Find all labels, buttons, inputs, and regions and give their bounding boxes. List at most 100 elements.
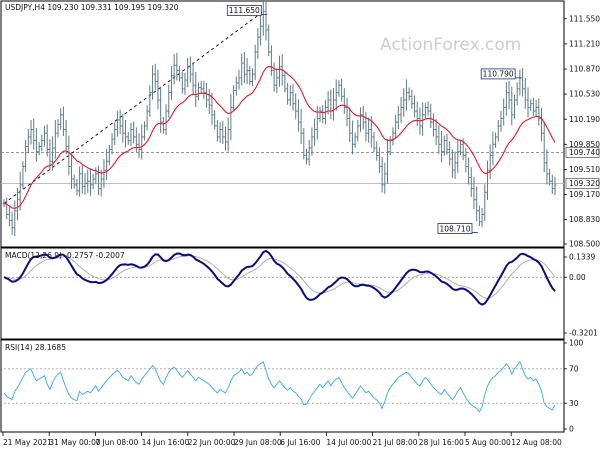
price-y-tick: 111.210 bbox=[564, 39, 600, 48]
price-y-tick: 109.170 bbox=[564, 190, 600, 199]
price-bar bbox=[124, 119, 127, 148]
price-bar bbox=[548, 168, 551, 186]
price-bar bbox=[283, 71, 287, 93]
price-bar bbox=[432, 113, 435, 137]
macd-y-tick: 0.00 bbox=[564, 273, 586, 282]
price-bar bbox=[345, 97, 349, 127]
x-tick-label: 22 Jun 00:00 bbox=[188, 438, 236, 447]
price-bar bbox=[143, 121, 146, 141]
price-bar bbox=[197, 82, 200, 101]
price-bar bbox=[156, 69, 160, 110]
price-bar bbox=[286, 83, 289, 105]
annotation-box bbox=[226, 4, 262, 16]
price-bar bbox=[189, 56, 192, 83]
price-bar bbox=[397, 105, 400, 130]
price-bar bbox=[367, 117, 370, 143]
price-bar bbox=[140, 124, 144, 160]
watermark: ActionForex.com bbox=[380, 35, 521, 55]
price-bar bbox=[407, 87, 411, 101]
price-bar bbox=[251, 68, 254, 87]
annotation-label: 108.710 bbox=[439, 224, 470, 233]
rsi-y-tick-label: 30 bbox=[569, 399, 579, 408]
x-tick-label: 5 Aug 00:00 bbox=[465, 438, 511, 447]
price-bar bbox=[234, 76, 238, 96]
rsi-y-tick: 30 bbox=[564, 399, 579, 408]
price-bar bbox=[167, 84, 171, 118]
price-bar bbox=[415, 101, 419, 127]
macd-panel-frame bbox=[0, 247, 565, 340]
price-y-tick-label: 111.550 bbox=[569, 14, 600, 23]
price-bar bbox=[353, 132, 357, 148]
price-bar bbox=[499, 111, 503, 132]
price-bar bbox=[451, 149, 454, 178]
price-bar bbox=[480, 207, 484, 228]
price-bar bbox=[102, 159, 106, 188]
price-bar bbox=[456, 139, 460, 173]
price-bar bbox=[229, 94, 233, 141]
price-bar bbox=[159, 86, 162, 133]
price-bar bbox=[467, 157, 470, 185]
price-highlight-box bbox=[565, 178, 600, 189]
price-bar bbox=[108, 145, 111, 165]
macd-y-tick-label: 0.1339 bbox=[569, 253, 595, 262]
price-bar bbox=[121, 114, 125, 143]
price-bar bbox=[440, 131, 443, 163]
price-bar bbox=[332, 88, 335, 121]
price-bar bbox=[383, 162, 387, 194]
price-bar bbox=[67, 135, 71, 176]
rsi-level-lines bbox=[4, 368, 564, 404]
price-panel-frame bbox=[0, 0, 565, 248]
price-bar bbox=[5, 197, 9, 220]
price-highlight-text: 109.740 bbox=[569, 148, 600, 157]
x-tick-label: 12 Aug 08:00 bbox=[511, 438, 562, 447]
price-bar bbox=[343, 88, 346, 114]
price-bar bbox=[496, 119, 500, 142]
price-y-tick: 110.870 bbox=[564, 65, 600, 74]
price-bar bbox=[278, 55, 281, 87]
annotation-label: 110.790 bbox=[483, 70, 514, 79]
price-bar bbox=[413, 95, 416, 118]
price-bar bbox=[226, 117, 230, 152]
price-bar bbox=[272, 62, 276, 92]
price-bar bbox=[318, 106, 322, 123]
price-bar bbox=[240, 53, 243, 86]
price-y-tick: 108.830 bbox=[564, 215, 600, 224]
macd-series bbox=[3, 249, 564, 306]
price-bar bbox=[207, 88, 211, 115]
price-bar bbox=[394, 114, 397, 140]
price-bar bbox=[27, 128, 30, 154]
price-bar bbox=[375, 141, 379, 161]
price-bar bbox=[75, 179, 79, 196]
price-bar bbox=[21, 161, 25, 190]
price-bar bbox=[437, 125, 441, 154]
x-tick: 6 Jul 16:00 bbox=[279, 432, 321, 447]
price-bar bbox=[40, 134, 44, 152]
price-bar bbox=[48, 139, 52, 170]
price-bar bbox=[2, 198, 6, 207]
price-bar bbox=[54, 119, 57, 159]
price-bar bbox=[486, 160, 489, 200]
price-bar bbox=[540, 108, 543, 142]
price-bar bbox=[478, 205, 481, 226]
macd-line bbox=[3, 249, 556, 306]
price-bar bbox=[118, 109, 122, 135]
price-highlight-label: 109.740 bbox=[565, 147, 600, 158]
price-bar bbox=[210, 92, 214, 125]
price-y-tick-label: 108.500 bbox=[569, 240, 600, 249]
price-bar bbox=[172, 54, 176, 85]
price-bar bbox=[488, 144, 492, 180]
price-bar bbox=[483, 184, 487, 221]
price-bar bbox=[426, 101, 430, 116]
rsi-panel-frame bbox=[0, 339, 565, 433]
macd-y-tick-label: -0.3201 bbox=[569, 329, 598, 338]
price-bar bbox=[364, 111, 368, 142]
price-y-tick: 109.510 bbox=[564, 165, 600, 174]
price-y-tick-label: 108.830 bbox=[569, 215, 600, 224]
price-bar bbox=[359, 107, 362, 132]
price-bar bbox=[372, 131, 376, 153]
price-bar bbox=[70, 153, 73, 190]
price-bar bbox=[148, 85, 152, 117]
price-bar bbox=[410, 89, 414, 110]
x-tick: 12 Aug 08:00 bbox=[510, 432, 562, 447]
price-bar bbox=[248, 66, 252, 86]
